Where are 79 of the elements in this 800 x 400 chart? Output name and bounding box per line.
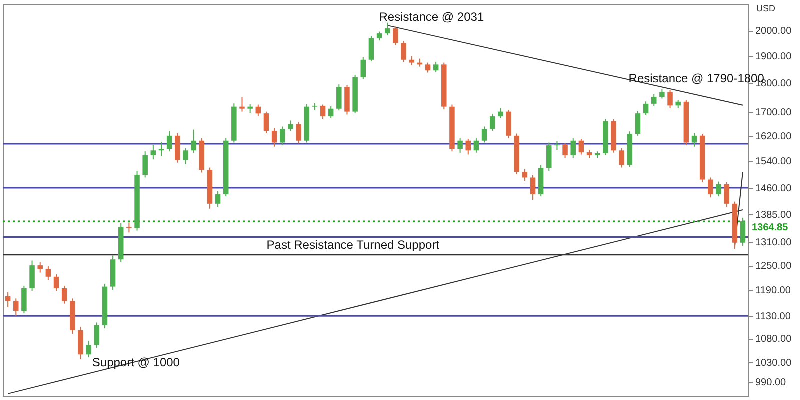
ref-line-label: Past Resistance Turned Support <box>266 238 440 252</box>
candlestick <box>433 62 439 73</box>
candlestick <box>158 142 164 157</box>
candlestick <box>708 177 714 198</box>
candlestick <box>651 94 657 106</box>
candlestick <box>474 138 480 154</box>
y-tick-label: 1540.00 <box>756 156 792 168</box>
candlestick <box>328 106 334 119</box>
candlestick <box>38 262 43 274</box>
candlestick <box>14 298 19 317</box>
candlestick <box>166 130 172 152</box>
candlestick <box>126 222 132 234</box>
candlestick <box>46 266 52 281</box>
candlestick <box>692 132 698 148</box>
y-tick-label: 1460.00 <box>756 183 792 194</box>
candlestick <box>384 22 390 36</box>
candlestick <box>22 285 27 314</box>
candlestick <box>5 292 11 308</box>
y-tick-label: 1900.00 <box>756 52 792 63</box>
y-tick-label: 2000.00 <box>756 26 792 38</box>
candlestick <box>660 88 665 100</box>
candlestick <box>740 217 746 246</box>
y-tick-label: 1030.00 <box>756 358 792 369</box>
candlestick <box>288 120 294 132</box>
candlestick <box>360 57 366 80</box>
candlestick <box>530 174 536 201</box>
candlestick <box>256 104 262 117</box>
y-tick-label: 1620.00 <box>756 131 792 142</box>
y-tick-label: 1250.00 <box>756 261 792 272</box>
y-tick-label: 1130.00 <box>756 312 792 323</box>
candlestick <box>635 110 641 136</box>
candlestick <box>409 56 414 66</box>
candlestick <box>240 96 245 112</box>
candlestick <box>458 138 463 154</box>
candlestick <box>578 138 584 156</box>
candlestick <box>466 138 471 156</box>
candlestick <box>546 142 552 172</box>
candlestick <box>336 84 342 112</box>
candlestick <box>54 274 60 292</box>
candlestick <box>643 101 649 116</box>
candlestick <box>498 108 504 119</box>
y-tick-label: 1385.00 <box>756 210 792 221</box>
candlestick <box>215 190 221 208</box>
candlestick <box>150 144 156 160</box>
candlestick <box>619 148 624 168</box>
candlestick <box>425 62 431 74</box>
candlestick <box>30 260 35 292</box>
candlestick <box>393 26 398 46</box>
candlestick <box>368 36 374 62</box>
candlestick <box>264 111 270 134</box>
candlestick <box>401 40 406 63</box>
candlestick <box>62 285 68 304</box>
candlestick <box>716 181 722 198</box>
candlestick <box>86 340 92 358</box>
candlestick <box>312 102 318 111</box>
y-tick-label: 1700.00 <box>756 107 792 118</box>
candlestick <box>191 129 196 154</box>
candlestick <box>280 126 286 146</box>
candlestick <box>272 128 278 148</box>
annotation: Support @ 1000 <box>92 356 180 370</box>
candlestick <box>522 168 528 182</box>
candlestick <box>183 148 188 165</box>
candlestick <box>320 104 326 120</box>
candlestick <box>490 114 496 132</box>
y-axis-title: USD <box>756 4 776 14</box>
y-tick-label: 1310.00 <box>756 238 792 249</box>
candlestick <box>296 122 302 144</box>
candlestick <box>94 322 100 349</box>
candlestick <box>668 90 673 109</box>
candlestick <box>562 142 568 158</box>
candlestick <box>482 126 488 144</box>
y-tick-label: 1080.00 <box>756 334 792 346</box>
candlestick <box>570 138 576 158</box>
annotation: Resistance @ 2031 <box>379 10 484 24</box>
candlestick <box>724 182 730 208</box>
y-tick-label: 1190.00 <box>756 286 792 297</box>
ref-line-label: 1364.85 <box>752 222 789 234</box>
y-tick-label: 990.00 <box>756 378 787 389</box>
candlestick <box>142 151 148 178</box>
